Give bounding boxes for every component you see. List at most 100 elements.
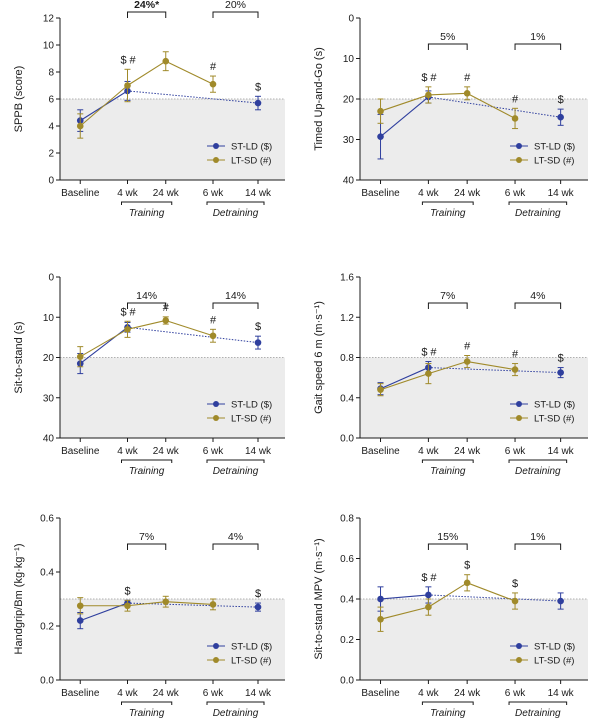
training-phase-label: Training: [430, 708, 466, 719]
percent-bracket: [212, 302, 259, 309]
y-tick-label: 0.0: [340, 434, 354, 445]
detraining-phase-label: Detraining: [213, 208, 259, 219]
x-tick-label: 6 wk: [505, 688, 527, 699]
lt-sd-point: [425, 603, 432, 611]
st-ld-line-segment: [380, 96, 429, 138]
legend-st-ld-label: ST-LD ($): [534, 642, 575, 653]
y-tick-label: 0.4: [340, 595, 354, 606]
st-ld-point: [425, 591, 432, 599]
st-ld-significance-mark: $: [421, 347, 427, 359]
chart-panel-3: 0 10 20 30 40 Sit-to-stand (s) Baseline 4 wk 24 …: [13, 273, 285, 477]
legend-st-ld-label: ST-LD ($): [231, 142, 272, 153]
shaded-region: [360, 599, 588, 680]
y-tick-label: 4: [48, 122, 54, 133]
y-axis-title: Sit-to-stand (s): [13, 321, 25, 393]
training-phase-bracket: [121, 201, 173, 205]
y-tick-label: 0.2: [40, 622, 54, 633]
y-tick-label: 12: [43, 14, 55, 25]
lt-sd-point: [124, 326, 131, 333]
lt-sd-point: [463, 358, 471, 365]
y-axis-title: SPPB (score): [13, 66, 25, 133]
lt-sd-point: [162, 598, 170, 605]
lt-sd-point: [463, 90, 471, 97]
lt-sd-point: [76, 122, 84, 130]
st-ld-point: [377, 595, 384, 603]
y-tick-label: 0.8: [340, 514, 354, 525]
st-ld-point: [557, 597, 564, 605]
x-tick-label: 6 wk: [203, 688, 225, 699]
lt-sd-line-segment: [127, 319, 166, 330]
percent-change-label: 14%: [136, 290, 157, 302]
lt-sd-point: [124, 602, 131, 610]
st-ld-significance-mark: $: [124, 585, 130, 597]
chart-panel-6: 0.0 0.2 0.4 0.6 0.8 Sit-to-stand MPV (m·s⁻¹) B…: [313, 514, 588, 719]
lt-sd-significance-mark: #: [430, 72, 437, 84]
lt-sd-point: [377, 386, 384, 394]
legend-lt-sd-swatch-point: [213, 415, 219, 421]
lt-sd-point: [463, 579, 471, 587]
legend-lt-sd-swatch-point: [516, 415, 522, 421]
y-tick-label: 1.6: [340, 273, 354, 284]
lt-sd-point: [377, 615, 384, 623]
y-tick-label: 1.2: [340, 313, 354, 324]
x-tick-label: 6 wk: [203, 446, 225, 457]
percent-change-label: 14%: [225, 290, 246, 302]
y-tick-label: 0.0: [40, 676, 54, 687]
x-tick-label: Baseline: [61, 446, 100, 457]
lt-sd-line-segment: [428, 360, 468, 375]
lt-sd-line-segment: [428, 582, 468, 608]
x-tick-label: Baseline: [361, 188, 400, 199]
lt-sd-point: [76, 602, 84, 610]
shaded-region: [360, 357, 588, 438]
legend-st-ld-label: ST-LD ($): [534, 400, 575, 411]
x-tick-label: 14 wk: [548, 446, 575, 457]
x-tick-label: Baseline: [361, 688, 400, 699]
y-axis-title: Timed Up-and-Go (s): [313, 47, 325, 151]
legend-lt-sd-label: LT-SD (#): [231, 656, 271, 667]
chart-panel-4: 0.0 0.4 0.8 1.2 1.6 Gait speed 6 m (m·s⁻¹) Bas…: [313, 273, 588, 477]
y-tick-label: 0.6: [40, 514, 54, 525]
y-tick-label: 0: [48, 176, 54, 187]
detraining-phase-label: Detraining: [213, 708, 259, 719]
chart-panel-1: 0 2 4 6 8 10 12 SPPB (score) Baseline 4 wk 24 wk 6 …: [13, 0, 285, 219]
lt-sd-line-segment: [467, 360, 516, 371]
legend-st-ld-label: ST-LD ($): [231, 400, 272, 411]
lt-sd-point: [425, 91, 432, 99]
shaded-region: [60, 599, 285, 680]
percent-bracket: [427, 43, 468, 50]
y-tick-label: 20: [43, 353, 55, 364]
lt-sd-significance-mark: #: [464, 72, 471, 84]
st-ld-significance-mark: $: [120, 306, 126, 318]
x-tick-label: 24 wk: [454, 688, 481, 699]
legend-st-ld-label: ST-LD ($): [534, 142, 575, 153]
percent-change-label: 24%*: [134, 0, 160, 11]
training-phase-label: Training: [430, 466, 466, 477]
x-tick-label: 14 wk: [548, 688, 575, 699]
percent-bracket: [427, 543, 468, 550]
chart-panel-5: 0.0 0.2 0.4 0.6 Handgrip/Bm (kg·kg⁻¹) Baselin…: [13, 514, 285, 719]
lt-sd-point: [209, 332, 217, 340]
x-tick-label: Baseline: [361, 446, 400, 457]
legend-st-ld-swatch-point: [516, 643, 522, 649]
percent-change-label: 1%: [530, 31, 545, 43]
lt-sd-point: [162, 317, 170, 324]
legend-lt-sd-label: LT-SD (#): [534, 414, 574, 425]
legend-lt-sd-swatch-point: [516, 157, 522, 163]
shaded-region: [60, 99, 285, 180]
shaded-region: [60, 357, 285, 438]
training-phase-bracket: [121, 701, 173, 705]
lt-sd-significance-mark: #: [464, 340, 471, 352]
y-tick-label: 0.0: [340, 676, 354, 687]
percent-bracket: [427, 302, 468, 309]
y-tick-label: 0: [348, 14, 354, 25]
percent-bracket: [212, 543, 259, 550]
lt-sd-line-segment: [79, 85, 128, 127]
legend-st-ld-label: ST-LD ($): [231, 642, 272, 653]
percent-change-label: 4%: [228, 531, 243, 543]
st-ld-dotted-trend: [428, 367, 561, 374]
lt-sd-point: [124, 82, 131, 89]
training-phase-label: Training: [129, 708, 165, 719]
lt-sd-line-segment: [380, 94, 429, 112]
x-tick-label: 6 wk: [505, 446, 527, 457]
x-tick-label: 24 wk: [454, 188, 481, 199]
